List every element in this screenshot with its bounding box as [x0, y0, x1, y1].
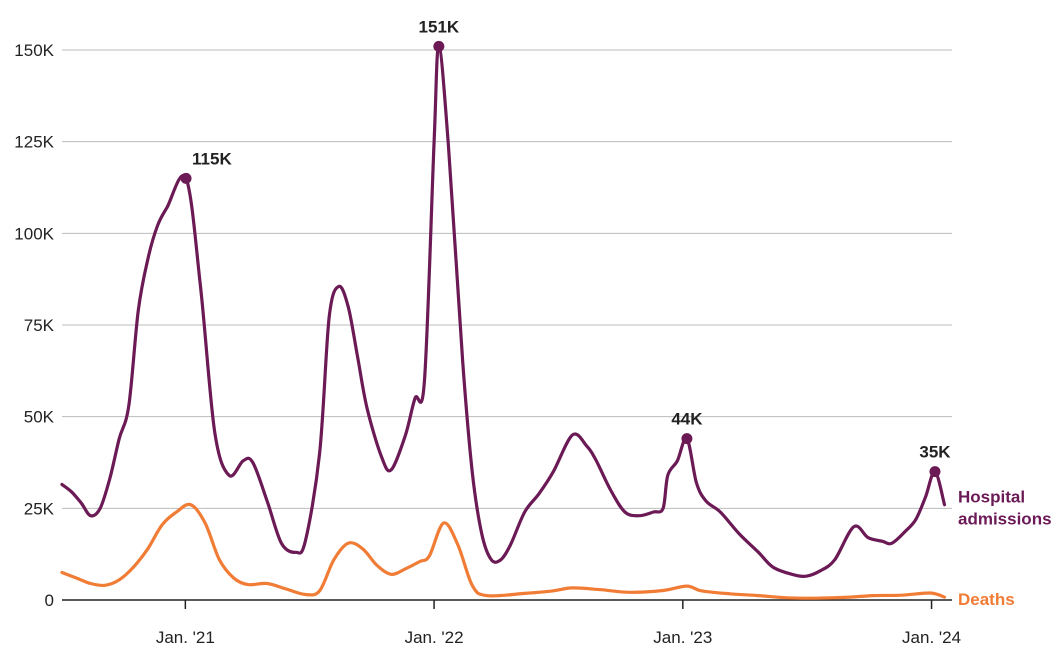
x-tick-label: Jan. '21 — [156, 628, 215, 647]
y-tick-label: 50K — [24, 408, 55, 427]
peak-label: 115K — [192, 149, 232, 168]
peak-label: 151K — [419, 17, 460, 36]
series-line-hospital-admissions — [60, 44, 947, 578]
series-label-line: Hospital — [958, 488, 1025, 507]
y-tick-label: 125K — [14, 133, 54, 152]
series-labels: Hospital admissions Deaths — [958, 488, 1052, 609]
y-tick-label: 150K — [14, 41, 54, 60]
peak-marker — [681, 433, 693, 445]
y-tick-label: 100K — [14, 224, 54, 243]
y-tick-label: 0 — [45, 591, 54, 610]
gridlines — [62, 49, 952, 509]
x-axis: Jan. '21 Jan. '22 Jan. '23 Jan. '24 — [62, 599, 961, 647]
peak-label: 35K — [919, 443, 951, 462]
series-label-line: admissions — [958, 510, 1052, 529]
x-tick-label: Jan. '23 — [653, 628, 712, 647]
y-tick-label: 25K — [24, 499, 55, 518]
peak-marker — [929, 466, 941, 478]
series-label-deaths: Deaths — [958, 590, 1015, 609]
peak-marker — [433, 40, 445, 52]
series-label-hospital-admissions: Hospital admissions — [958, 488, 1052, 529]
series-line-deaths — [60, 502, 947, 600]
peak-label: 44K — [671, 410, 703, 429]
x-tick-label: Jan. '24 — [902, 628, 961, 647]
x-tick-label: Jan. '22 — [405, 628, 464, 647]
y-tick-label: 75K — [24, 316, 55, 335]
series-lines — [60, 44, 947, 600]
peak-marker — [180, 172, 192, 184]
peak-markers: 115K 151K 44K 35K — [180, 17, 951, 478]
y-axis: 0 25K 50K 75K 100K 125K 150K — [14, 41, 54, 610]
